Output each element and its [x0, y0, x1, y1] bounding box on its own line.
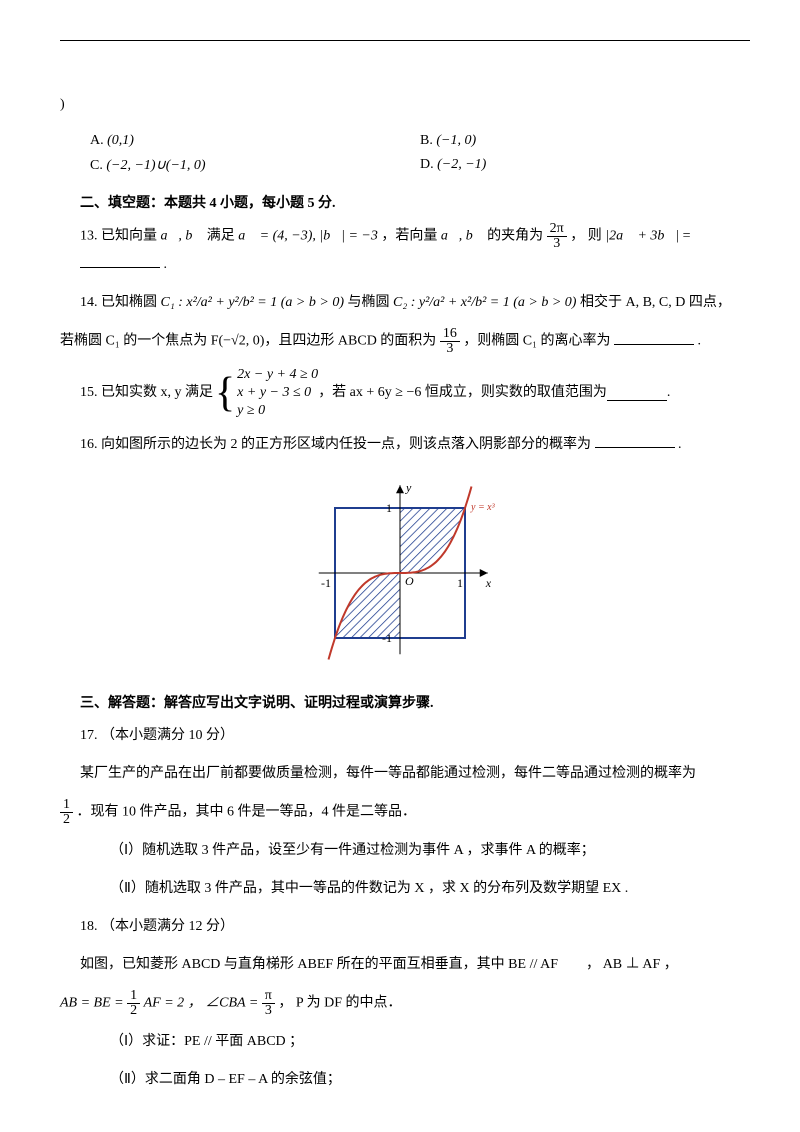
q13-vec-ab: a⃗, b⃗ — [161, 229, 204, 244]
section2-title: 二、填空题：本题共 4 小题，每小题 5 分. — [80, 192, 740, 212]
q17-header: 17. （本小题满分 10 分） — [80, 722, 740, 750]
q13-vec-ab2: a⃗, b⃗ — [441, 229, 484, 244]
q18-l2c: ， P 为 DF 的中点． — [278, 995, 401, 1010]
section3-title: 三、解答题：解答应写出文字说明、证明过程或演算步骤. — [80, 692, 740, 712]
q14-1b: 与椭圆 — [347, 295, 389, 310]
q14-2b: ，则椭圆 C₁ 的离心率为 — [463, 334, 614, 349]
q13-mid4: ， 则 — [570, 229, 602, 244]
q15-post: ，若 ax + 6y ≥ −6 恒成立，则实数的取值范围为 — [318, 379, 607, 407]
q13-end: . — [164, 257, 168, 272]
q15-end: . — [667, 379, 671, 407]
q18-l2: AB = BE = 1 2 AF = 2 ， ∠CBA = π 3 ， P 为 … — [60, 989, 740, 1018]
option-a-text: (0,1) — [107, 133, 134, 148]
q14-c1: C₁ : x²/a² + y²/b² = 1 (a > b > 0) — [161, 295, 344, 310]
q14-frac-num: 16 — [440, 327, 460, 342]
q13: 13. 已知向量 a⃗, b⃗ 满足 a⃗ = (4, −3), |b⃗| = … — [80, 222, 740, 279]
q18-l1: 如图，已知菱形 ABCD 与直角梯形 ABEF 所在的平面互相垂直，其中 BE … — [80, 951, 740, 979]
q18-p1: （Ⅰ）求证：PE // 平面 ABCD ； — [110, 1028, 740, 1056]
q14-blank[interactable] — [614, 330, 694, 345]
q15-sys1: 2x − y + 4 ≥ 0 — [237, 366, 318, 384]
q15: 15. 已知实数 x, y 满足 { 2x − y + 4 ≥ 0 x + y … — [80, 366, 740, 421]
option-d-label: D. — [420, 157, 434, 172]
q17-frac: 1 2 — [60, 798, 73, 827]
q13-frac: 2π 3 — [547, 222, 567, 251]
svg-text:y: y — [405, 480, 412, 494]
q15-sys2: x + y − 3 ≤ 0 — [237, 384, 318, 402]
option-b-text: (−1, 0) — [436, 133, 476, 148]
q17-l1: 某厂生产的产品在出厂前都要做质量检测，每件一等品都能通过检测，每件二等品通过检测… — [80, 760, 740, 788]
q13-mid1: 满足 — [207, 229, 239, 244]
q14-frac-den: 3 — [440, 342, 460, 356]
q14-1a: 14. 已知椭圆 — [80, 295, 157, 310]
q17-l2: 1 2 ．现有 10 件产品，其中 6 件是一等品，4 件是二等品． — [60, 798, 740, 827]
q13-suffix: = — [683, 229, 691, 244]
q18-l2b: AF = 2 ， ∠CBA = — [144, 995, 262, 1010]
q13-blank[interactable] — [80, 253, 160, 268]
header-rule — [60, 40, 750, 41]
q14-line1: 14. 已知椭圆 C₁ : x²/a² + y²/b² = 1 (a > b >… — [80, 289, 740, 317]
q14-line2: 若椭圆 C₁ 的一个焦点为 F(−√2, 0)，且四边形 ABCD 的面积为 1… — [60, 327, 740, 356]
q18-frac2: π 3 — [262, 989, 275, 1018]
q13-frac-num: 2π — [547, 222, 567, 237]
option-a: A. (0,1) — [90, 133, 390, 149]
cubic-graph-svg: y x y = x³ O 1 -1 1 -1 — [295, 473, 505, 673]
q18-header: 18. （本小题满分 12 分） — [80, 913, 740, 941]
q12-options: A. (0,1) B. (−1, 0) C. (−2, −1)∪(−1, 0) … — [60, 129, 740, 178]
option-c: C. (−2, −1)∪(−1, 0) — [90, 157, 390, 174]
q17-frac-num: 1 — [60, 798, 73, 813]
svg-text:-1: -1 — [321, 576, 331, 590]
q14-frac: 16 3 — [440, 327, 460, 356]
svg-text:y = x³: y = x³ — [470, 502, 496, 513]
q14-c2: C₂ : y²/a² + x²/b² = 1 (a > b > 0) — [393, 295, 576, 310]
svg-text:1: 1 — [386, 501, 392, 515]
q15-pre: 15. 已知实数 x, y 满足 — [80, 379, 213, 407]
option-c-label: C. — [90, 158, 103, 173]
q13-mid3: 的夹角为 — [487, 229, 543, 244]
q18-frac1: 1 2 — [127, 989, 140, 1018]
option-b: B. (−1, 0) — [420, 133, 720, 149]
q18-frac1-num: 1 — [127, 989, 140, 1004]
svg-text:x: x — [485, 576, 492, 590]
q17-frac-den: 2 — [60, 813, 73, 827]
q15-system: 2x − y + 4 ≥ 0 x + y − 3 ≤ 0 y ≥ 0 — [237, 366, 318, 421]
q13-frac-den: 3 — [547, 237, 567, 251]
q18-frac2-den: 3 — [262, 1004, 275, 1018]
q18-p2: （Ⅱ）求二面角 D – EF – A 的余弦值； — [110, 1066, 740, 1094]
q16-text: 16. 向如图所示的边长为 2 的正方形区域内任投一点，则该点落入阴影部分的概率… — [80, 437, 591, 452]
q17-p1: （Ⅰ）随机选取 3 件产品，设至少有一件通过检测为事件 A ，求事件 A 的概率… — [110, 837, 740, 865]
q15-blank[interactable] — [607, 386, 667, 401]
q13-prefix: 13. 已知向量 — [80, 229, 157, 244]
option-d: D. (−2, −1) — [420, 157, 720, 174]
q18-frac1-den: 2 — [127, 1004, 140, 1018]
q16-blank[interactable] — [595, 433, 675, 448]
closing-paren: ) — [60, 91, 740, 119]
q17-l2a: ．现有 10 件产品，其中 6 件是一等品，4 件是二等品． — [77, 804, 417, 819]
q13-eq1: a⃗ = (4, −3), |b⃗| = −3 — [238, 229, 378, 244]
q18-l2a: AB = BE = — [60, 995, 127, 1010]
svg-text:1: 1 — [457, 576, 463, 590]
brace-icon: { — [215, 372, 235, 414]
q17-p2: （Ⅱ）随机选取 3 件产品，其中一等品的件数记为 X ，求 X 的分布列及数学期… — [110, 875, 740, 903]
option-d-text: (−2, −1) — [437, 157, 486, 172]
q13-mid2: ，若向量 — [381, 229, 437, 244]
svg-text:-1: -1 — [382, 631, 392, 645]
option-b-label: B. — [420, 133, 433, 148]
q14-2a: 若椭圆 C₁ 的一个焦点为 F(−√2, 0)，且四边形 ABCD 的面积为 — [60, 334, 436, 349]
q14-end: . — [698, 334, 702, 349]
q16-figure: y x y = x³ O 1 -1 1 -1 — [60, 473, 740, 678]
option-a-label: A. — [90, 133, 104, 148]
q16: 16. 向如图所示的边长为 2 的正方形区域内任投一点，则该点落入阴影部分的概率… — [80, 431, 740, 459]
q16-end: . — [678, 437, 682, 452]
q13-expr: |2a⃗ + 3b⃗| — [605, 229, 682, 244]
q18-frac2-num: π — [262, 989, 275, 1004]
q15-sys3: y ≥ 0 — [237, 402, 318, 420]
svg-text:O: O — [405, 574, 414, 588]
option-c-text: (−2, −1)∪(−1, 0) — [106, 158, 205, 173]
q14-1c: 相交于 A, B, C, D 四点， — [580, 295, 731, 310]
